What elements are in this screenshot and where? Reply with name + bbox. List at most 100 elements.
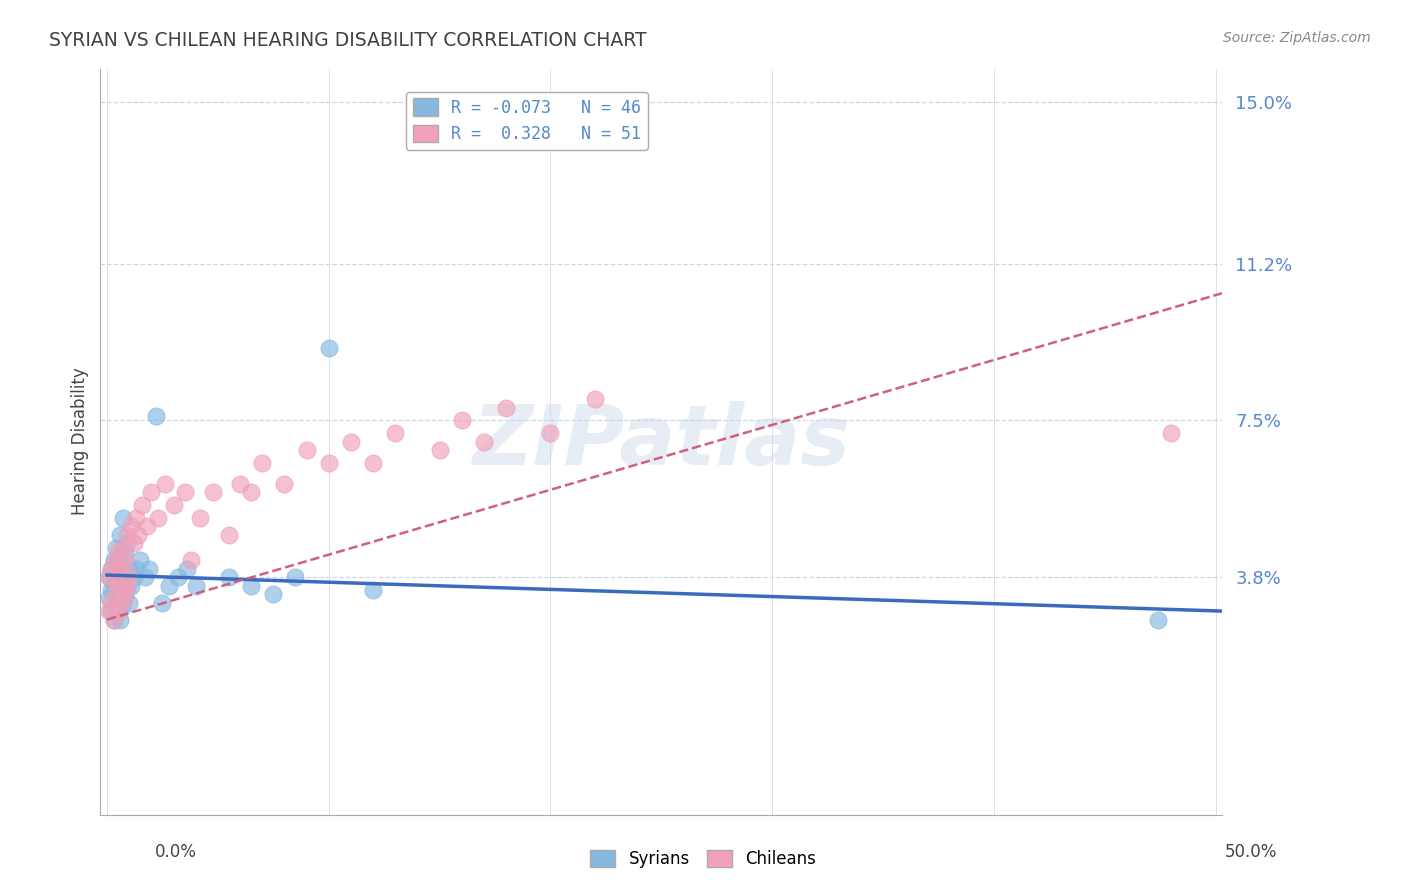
Point: [115, 528, 138, 542]
Point: [240, 485, 263, 500]
Point: [110, 587, 132, 601]
Point: [262, 587, 284, 601]
Point: [153, 477, 176, 491]
Point: [218, 570, 240, 584]
Point: [429, 443, 451, 458]
Point: [98, 570, 121, 584]
Point: [104, 570, 127, 584]
Point: [135, 519, 157, 533]
Point: [167, 570, 190, 584]
Point: [384, 425, 406, 440]
Point: [202, 485, 225, 500]
Point: [273, 477, 295, 491]
Point: [98, 570, 121, 584]
Point: [103, 579, 125, 593]
Point: [107, 553, 129, 567]
Y-axis label: Hearing Disability: Hearing Disability: [72, 368, 89, 516]
Text: SYRIAN VS CHILEAN HEARING DISABILITY CORRELATION CHART: SYRIAN VS CHILEAN HEARING DISABILITY COR…: [49, 31, 647, 50]
Text: Source: ZipAtlas.com: Source: ZipAtlas.com: [1223, 31, 1371, 45]
Point: [318, 341, 340, 355]
Point: [107, 604, 129, 618]
Point: [110, 596, 132, 610]
Point: [103, 613, 125, 627]
Point: [111, 596, 134, 610]
Point: [98, 591, 121, 606]
Point: [100, 582, 122, 597]
Point: [111, 582, 134, 597]
Point: [107, 579, 129, 593]
Point: [340, 434, 363, 449]
Point: [110, 562, 132, 576]
Point: [114, 545, 136, 559]
Point: [180, 553, 202, 567]
Point: [118, 570, 141, 584]
Legend: R = -0.073   N = 46, R =  0.328   N = 51: R = -0.073 N = 46, R = 0.328 N = 51: [406, 92, 648, 150]
Point: [318, 456, 340, 470]
Point: [146, 511, 169, 525]
Point: [157, 579, 180, 593]
Point: [104, 541, 127, 555]
Point: [495, 401, 517, 415]
Point: [114, 591, 136, 606]
Point: [152, 596, 174, 610]
Point: [100, 562, 122, 576]
Point: [114, 587, 136, 601]
Point: [118, 562, 141, 576]
Point: [120, 579, 142, 593]
Point: [162, 498, 184, 512]
Point: [120, 519, 142, 533]
Point: [450, 413, 472, 427]
Point: [250, 456, 273, 470]
Point: [538, 425, 561, 440]
Point: [110, 613, 132, 627]
Point: [218, 528, 240, 542]
Point: [103, 570, 125, 584]
Point: [229, 477, 252, 491]
Point: [111, 570, 134, 584]
Point: [176, 562, 198, 576]
Point: [111, 541, 134, 555]
Text: 50.0%: 50.0%: [1225, 843, 1278, 861]
Point: [100, 562, 122, 576]
Point: [114, 553, 136, 567]
Point: [284, 570, 307, 584]
Point: [134, 570, 156, 584]
Point: [173, 485, 195, 500]
Point: [107, 604, 129, 618]
Point: [115, 536, 138, 550]
Point: [103, 553, 125, 567]
Point: [104, 587, 127, 601]
Legend: Syrians, Chileans: Syrians, Chileans: [583, 843, 823, 875]
Point: [131, 498, 153, 512]
Point: [111, 511, 134, 525]
Point: [472, 434, 495, 449]
Point: [107, 545, 129, 559]
Point: [361, 582, 384, 597]
Point: [115, 579, 138, 593]
Point: [583, 392, 606, 406]
Point: [115, 579, 138, 593]
Point: [103, 613, 125, 627]
Point: [1147, 613, 1170, 627]
Point: [129, 553, 152, 567]
Point: [125, 511, 148, 525]
Point: [145, 409, 167, 423]
Point: [118, 596, 141, 610]
Point: [141, 485, 163, 500]
Text: 0.0%: 0.0%: [155, 843, 197, 861]
Point: [240, 579, 263, 593]
Point: [122, 536, 145, 550]
Point: [110, 528, 132, 542]
Point: [122, 570, 145, 584]
Point: [1160, 425, 1182, 440]
Point: [110, 562, 132, 576]
Point: [98, 604, 121, 618]
Point: [188, 511, 211, 525]
Point: [107, 579, 129, 593]
Point: [138, 562, 160, 576]
Point: [125, 562, 148, 576]
Point: [100, 596, 122, 610]
Point: [361, 456, 384, 470]
Point: [295, 443, 318, 458]
Text: ZIPatlas: ZIPatlas: [472, 401, 851, 482]
